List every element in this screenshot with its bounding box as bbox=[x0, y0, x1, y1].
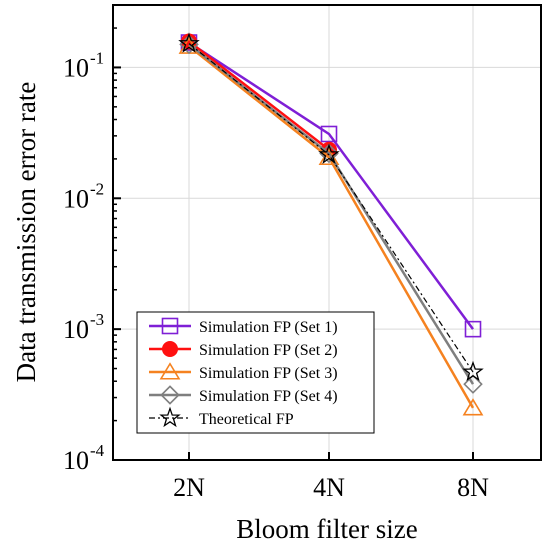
legend-marker bbox=[162, 341, 178, 357]
series-1 bbox=[180, 34, 482, 338]
x-axis-label: Bloom filter size bbox=[236, 514, 417, 544]
legend-marker bbox=[160, 385, 180, 405]
series-line bbox=[188, 40, 330, 151]
axis-ticks: 10-110-210-310 -42N 4N 8N bbox=[63, 27, 489, 502]
series-line bbox=[188, 45, 475, 409]
legend-marker bbox=[159, 362, 181, 380]
y-tick-exponent: -1 bbox=[90, 48, 104, 67]
legend: Simulation FP (Set 1) Simulation FP (Set … bbox=[136, 311, 375, 434]
x-tick-label: 8N bbox=[457, 473, 489, 502]
x-tick-label: 4N bbox=[313, 473, 345, 502]
y-tick-label: 10 bbox=[63, 315, 89, 344]
y-tick-label: 10 bbox=[63, 53, 89, 82]
plot-frame bbox=[112, 4, 542, 461]
data-point bbox=[462, 360, 484, 382]
legend-label: Simulation FP (Set 4) bbox=[199, 388, 338, 405]
legend-item: Simulation FP (Set 3) bbox=[149, 362, 338, 382]
data-point bbox=[178, 32, 200, 53]
x-tick-label: 2N bbox=[173, 473, 205, 502]
data-point bbox=[320, 125, 338, 143]
legend-label: Simulation FP (Set 1) bbox=[199, 319, 338, 336]
y-tick-label: 10 bbox=[63, 184, 89, 213]
legend-item: Simulation FP (Set 4) bbox=[149, 385, 338, 405]
legend-item: Simulation FP (Set 2) bbox=[149, 341, 338, 359]
legend-label: Simulation FP (Set 2) bbox=[199, 342, 338, 359]
y-tick-exponent: -3 bbox=[90, 310, 104, 329]
data-point bbox=[179, 34, 199, 55]
legend-label: Theoretical FP bbox=[199, 411, 294, 428]
data-point bbox=[462, 398, 484, 416]
legend-marker bbox=[159, 406, 181, 428]
y-tick-exponent: -2 bbox=[90, 179, 104, 198]
series-5 bbox=[178, 32, 484, 382]
series-layer bbox=[178, 32, 484, 416]
series-2 bbox=[181, 33, 337, 158]
series-line bbox=[188, 41, 475, 330]
data-point bbox=[464, 320, 482, 338]
data-point bbox=[463, 374, 483, 394]
y-axis-label: Data transmission error rate bbox=[11, 82, 41, 383]
legend-label: Simulation FP (Set 3) bbox=[199, 365, 338, 382]
y-tick-label: 10 bbox=[63, 446, 89, 475]
legend-item: Theoretical FP bbox=[149, 406, 294, 428]
y-tick-exponent: -4 bbox=[90, 441, 105, 460]
series-line bbox=[188, 43, 474, 373]
data-point bbox=[318, 143, 340, 165]
legend-item: Simulation FP (Set 1) bbox=[149, 317, 338, 336]
legend-marker bbox=[161, 317, 179, 335]
